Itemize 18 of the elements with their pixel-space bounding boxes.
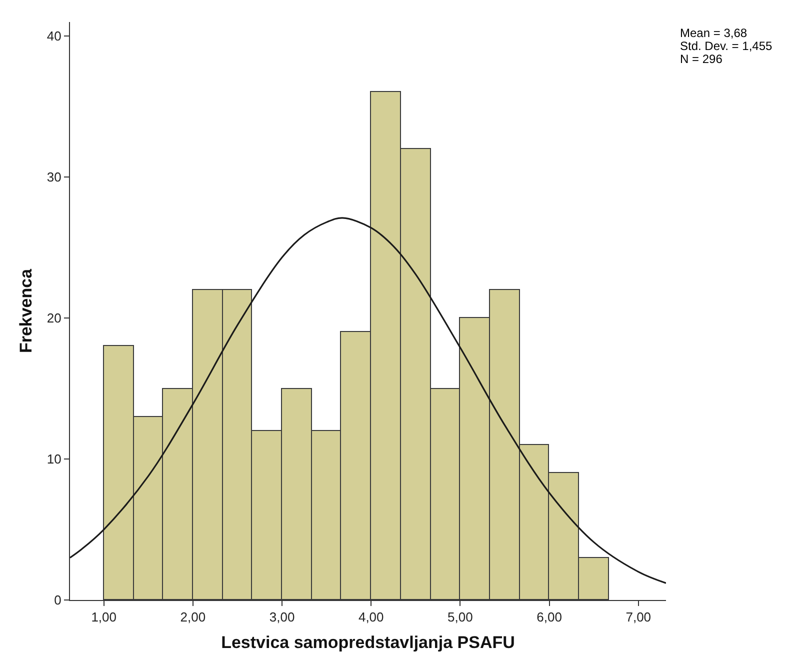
y-axis-title: Frekvenca: [16, 268, 36, 354]
y-tick-label: 10: [46, 452, 62, 467]
x-tick-label: 6,00: [536, 610, 562, 625]
y-tick-label: 20: [46, 310, 62, 326]
x-tick-label: 4,00: [358, 610, 384, 625]
x-tick-label: 7,00: [626, 610, 652, 625]
text: N = 296: [680, 52, 723, 66]
y-tick-label: 30: [46, 170, 62, 185]
x-axis-title: Lestvica samopredstavljanja PSAFU: [221, 633, 515, 652]
x-tick-label: 3,00: [269, 610, 295, 625]
y-tick-label: 0: [54, 592, 62, 608]
text: Mean = 3,68: [680, 26, 748, 40]
x-tick-label: 5,00: [448, 610, 473, 625]
x-tick-label: 2,00: [180, 610, 206, 625]
text: Std. Dev. = 1,455: [680, 39, 772, 53]
x-tick-label: 1,00: [91, 610, 117, 625]
line-series: [70, 217, 666, 584]
y-tick-label: 40: [46, 28, 62, 44]
